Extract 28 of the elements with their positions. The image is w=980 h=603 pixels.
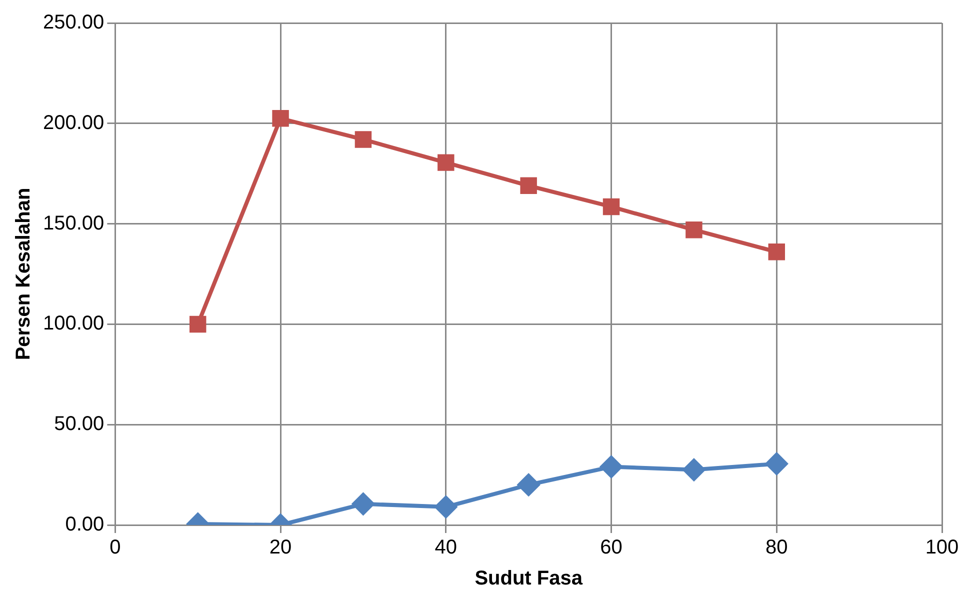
point bbox=[189, 316, 206, 333]
point bbox=[686, 221, 702, 238]
y-tick-label: 0.00 bbox=[65, 514, 104, 536]
point bbox=[768, 244, 785, 260]
point bbox=[352, 492, 374, 515]
x-tick-label: 0 bbox=[110, 536, 121, 559]
point bbox=[354, 131, 372, 148]
point bbox=[438, 154, 454, 171]
point bbox=[518, 474, 540, 496]
y-tick-label: 50.00 bbox=[54, 413, 104, 436]
point bbox=[434, 496, 457, 518]
y-tick-label: 250.00 bbox=[43, 12, 104, 34]
y-tick-label: 100.00 bbox=[43, 312, 104, 335]
y-tick-label: 150.00 bbox=[43, 212, 104, 234]
point bbox=[272, 110, 289, 127]
y-tick-label: 200.00 bbox=[43, 112, 104, 134]
point bbox=[602, 198, 620, 216]
x-tick-label: 80 bbox=[766, 536, 788, 559]
point bbox=[766, 452, 788, 475]
x-tick-label: 20 bbox=[269, 536, 292, 559]
point bbox=[520, 177, 537, 194]
point bbox=[600, 456, 622, 478]
x-tick-label: 60 bbox=[600, 536, 622, 559]
x-axis-title: Sudut Fasa bbox=[474, 568, 584, 590]
x-tick-label: 100 bbox=[925, 536, 959, 559]
x-tick-label: 40 bbox=[434, 536, 458, 559]
y-axis-title: Persen Kesalahan bbox=[12, 188, 35, 360]
point bbox=[682, 458, 705, 481]
